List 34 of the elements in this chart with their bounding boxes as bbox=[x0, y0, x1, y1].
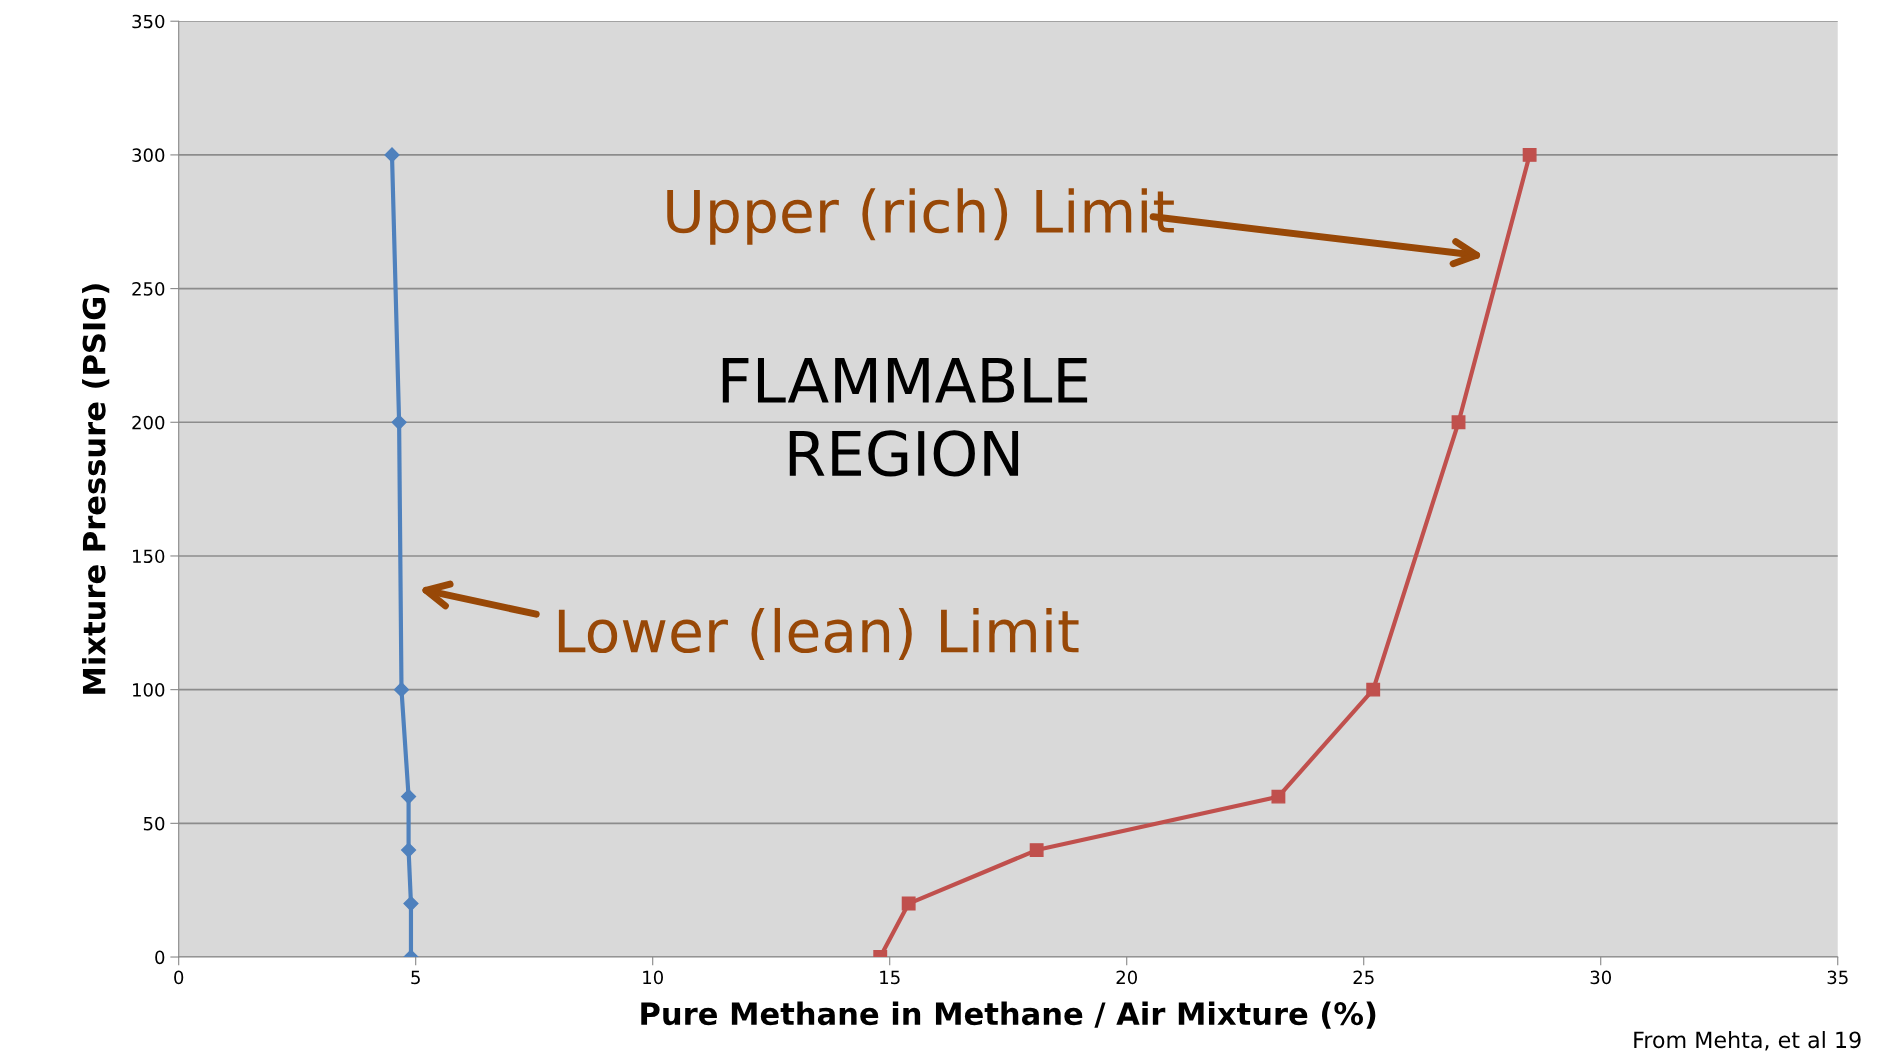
point bbox=[901, 896, 916, 911]
point bbox=[403, 895, 419, 912]
x-axis-title: Pure Methane in Methane / Air Mixture (%) bbox=[641, 1001, 1376, 1029]
point bbox=[384, 147, 400, 163]
point bbox=[391, 414, 407, 430]
x-tick-label: 15 bbox=[880, 970, 900, 985]
annotation: Lower (lean) Limit bbox=[558, 607, 1079, 660]
point bbox=[393, 682, 410, 698]
y-tick-label: 100 bbox=[133, 683, 165, 697]
y-tick-label: 250 bbox=[132, 282, 165, 296]
annotation: FLAMMABLE REGION bbox=[722, 358, 1088, 477]
x-tick-label: 30 bbox=[1590, 970, 1612, 985]
point bbox=[1522, 147, 1537, 162]
point bbox=[401, 842, 417, 858]
text: From Mehta, et al 19 bbox=[1634, 1031, 1861, 1051]
x-tick-label: 10 bbox=[643, 970, 663, 985]
x-tick-label: 0 bbox=[174, 970, 184, 985]
x-tick-label: 35 bbox=[1827, 970, 1848, 985]
y-tick-label: 300 bbox=[132, 148, 165, 163]
point bbox=[1029, 843, 1044, 858]
y-axis-title: Mixture Pressure (PSIG) bbox=[82, 284, 110, 694]
point bbox=[1271, 789, 1286, 804]
x-tick-label: 5 bbox=[411, 970, 420, 985]
y-tick-label: 0 bbox=[155, 950, 165, 965]
x-tick-label: 25 bbox=[1353, 970, 1374, 985]
annotation: Upper (rich) Limit bbox=[667, 188, 1174, 245]
y-tick-label: 350 bbox=[132, 14, 165, 29]
point bbox=[1366, 682, 1381, 697]
point bbox=[1451, 415, 1466, 430]
point bbox=[401, 789, 417, 805]
y-tick-label: 200 bbox=[132, 415, 165, 430]
y-tick-label: 150 bbox=[133, 549, 165, 564]
x-tick-label: 20 bbox=[1116, 970, 1138, 985]
y-tick-label: 50 bbox=[143, 816, 165, 831]
